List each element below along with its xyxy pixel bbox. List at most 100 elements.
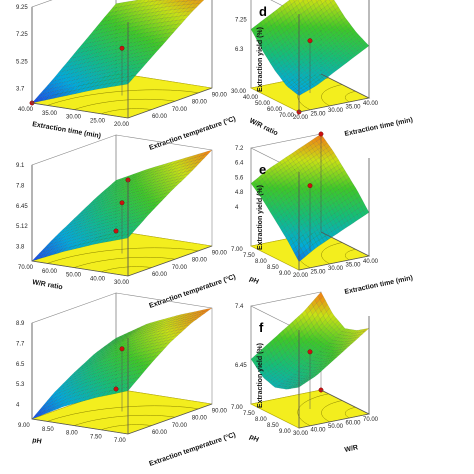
surface-cell <box>348 329 354 333</box>
y-tick-label: 8.50 <box>42 427 54 433</box>
box-front-edges <box>298 330 371 429</box>
y-tick-label: 35.00 <box>42 111 58 117</box>
y-tick-label: 30.00 <box>66 115 82 121</box>
design-point-0 <box>307 349 313 355</box>
x-tick-label: 40.00 <box>311 428 327 434</box>
panel-label: d <box>259 4 267 19</box>
surface-cell <box>358 328 366 333</box>
x-tick-label: 30.00 <box>328 108 344 114</box>
surface-cell <box>142 57 152 64</box>
y-tick-label: 9.00 <box>279 429 291 435</box>
surface-cell <box>196 313 205 318</box>
surface-cell <box>184 321 193 327</box>
z-tick-label: 7.2 <box>235 146 244 152</box>
surface-cell <box>186 0 193 2</box>
z-tick-label: 8.9 <box>16 321 25 327</box>
surface-plot-c: 60.00 70.00 80.00 90.00 9.00 8.50 8.00 7.50 7.00… <box>16 292 237 468</box>
surface-cell <box>341 328 348 332</box>
box-front-edges <box>31 323 213 435</box>
x-tick-label: 70.00 <box>172 423 188 429</box>
y-tick-label: 8.50 <box>267 265 279 271</box>
x-axis-title: Extraction time (min) <box>344 117 414 138</box>
z-tick-label: 4 <box>235 205 239 211</box>
y-tick-label: 50.00 <box>66 273 82 279</box>
x-tick-label: 40.00 <box>363 101 379 107</box>
y-tick-label: 7.50 <box>90 434 102 440</box>
y-tick-label: 30.00 <box>231 89 247 95</box>
surface-cell <box>356 329 363 333</box>
x-axis-title: Extraction time (min) <box>344 275 414 296</box>
box-front-edges <box>31 165 213 277</box>
z-tick-label: 6.3 <box>235 47 244 53</box>
y-tick-label: 40.00 <box>18 107 34 113</box>
z-tick-label: 7.4 <box>235 304 244 310</box>
x-tick-label: 60.00 <box>152 272 168 278</box>
floor-contour-line <box>101 424 152 431</box>
z-tick-label: 4.8 <box>235 190 244 196</box>
design-point-1 <box>318 131 324 137</box>
surface-cell <box>339 13 346 20</box>
x-tick-label: 90.00 <box>212 93 228 99</box>
surface-cell <box>138 62 148 68</box>
surface-plot-a: 60.00 70.00 80.00 90.00 40.00 35.00 30.00 25.00… <box>16 0 237 152</box>
surface-cell <box>161 191 171 198</box>
y-tick-label: 8.00 <box>255 417 267 423</box>
surface-cell <box>130 377 140 383</box>
floor-contour-line <box>321 84 343 107</box>
x-tick-label: 70.00 <box>172 265 188 271</box>
y-tick-label: 7.00 <box>231 405 243 411</box>
x-tick-label: 90.00 <box>212 251 228 257</box>
chart-panel-b: 60.00 70.00 80.00 90.00 70.00 60.00 50.00 40.00… <box>0 134 237 316</box>
x-tick-label: 60.00 <box>152 430 168 436</box>
x-tick-label: 80.00 <box>192 416 208 422</box>
chart-panel-f: 30.00 40.00 50.00 60.00 70.00 9.00 8.50 8.00 7.5… <box>231 291 474 474</box>
surface-cell <box>346 177 352 184</box>
surface-cell <box>180 14 190 21</box>
y-tick-label: 25.00 <box>90 118 106 124</box>
surface-cell <box>346 22 352 29</box>
z-tick-label: 3.7 <box>16 87 25 93</box>
floor-contour-line <box>74 256 176 268</box>
floor-contour-line <box>47 405 199 422</box>
surface-cell <box>157 346 167 353</box>
floor-contour-line <box>74 414 176 426</box>
x-tick-label: 60.00 <box>152 114 168 120</box>
surface-cell <box>345 329 352 333</box>
chart-panel-e: 20.00 25.00 30.00 35.00 40.00 9.00 8.50 8.00 7.5… <box>231 131 474 316</box>
design-point-1 <box>113 386 119 392</box>
y-tick-label: 7.50 <box>243 253 255 259</box>
surface-cell <box>169 335 179 341</box>
x-tick-label: 50.00 <box>328 424 344 430</box>
y-tick-label: 20.00 <box>114 122 130 128</box>
y-tick-label: 60.00 <box>267 107 283 113</box>
y-tick-label: 50.00 <box>255 101 271 107</box>
x-tick-label: 90.00 <box>212 409 228 415</box>
chart-panel-c: 60.00 70.00 80.00 90.00 9.00 8.50 8.00 7.50 7.00… <box>0 292 237 474</box>
response-surface <box>31 0 205 104</box>
surface-cell <box>150 203 159 210</box>
y-tick-label: 8.00 <box>255 259 267 265</box>
design-point-0 <box>307 183 313 189</box>
floor-contour-line <box>47 89 199 106</box>
x-axis-title: Extraction temperature (°C) <box>148 115 237 152</box>
x-tick-label: 35.00 <box>346 105 362 111</box>
y-axis-title: pH <box>248 434 259 444</box>
z-tick-label: 7.25 <box>235 17 247 23</box>
surface-cell <box>180 324 190 330</box>
y-axis-title: pH <box>248 276 259 286</box>
design-point-0 <box>119 200 125 206</box>
surface-cell <box>320 0 326 4</box>
y-tick-label: 9.00 <box>18 423 30 429</box>
floor-contour-line <box>47 247 199 264</box>
surface-cell <box>311 0 318 5</box>
surface-cell <box>192 3 201 8</box>
floor-contour-line <box>344 91 356 103</box>
y-tick-label: 70.00 <box>18 265 34 271</box>
surface-cell <box>184 10 194 16</box>
y-tick-label: 40.00 <box>90 276 106 282</box>
surface-cell <box>153 199 163 206</box>
surface-cell <box>363 208 370 215</box>
z-tick-label: 5.25 <box>16 59 28 65</box>
chart-panel-a: 60.00 70.00 80.00 90.00 40.00 35.00 30.00 25.00… <box>0 0 237 158</box>
